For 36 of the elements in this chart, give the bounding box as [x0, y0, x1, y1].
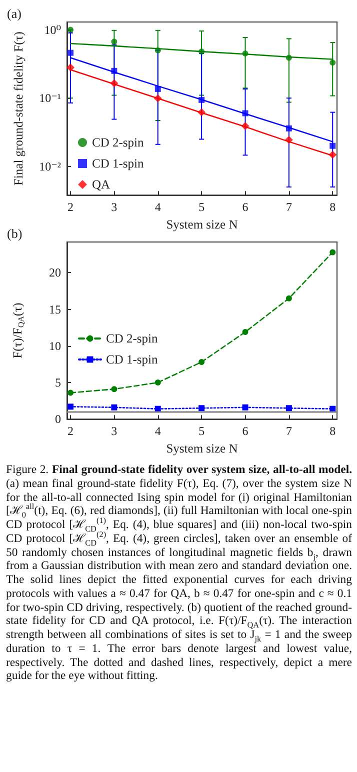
legend-label: CD 2-spin: [106, 332, 158, 346]
y-axis-title: Final ground-state fidelity F(τ): [12, 32, 26, 186]
y-tick-label: 0: [55, 412, 61, 426]
x-tick-label: 2: [67, 200, 74, 214]
x-tick-label: 8: [330, 200, 336, 214]
chart-title: (b): [7, 226, 22, 241]
y-tick-label: 15: [49, 302, 61, 316]
x-tick-label: 2: [67, 424, 74, 438]
legend-label: CD 2-spin: [92, 136, 144, 150]
x-tick-label: 5: [198, 200, 205, 214]
x-tick-label: 3: [111, 424, 118, 438]
x-tick-label: 4: [154, 424, 161, 438]
y-tick-label: 20: [49, 266, 61, 280]
y-tick-label: 10⁻²: [39, 159, 62, 174]
caption: Figure 2.: [6, 463, 49, 476]
text: (a) mean final ground-state fidelity F(τ), Eq. (7), over the system size N for the all-to-all connected Ising spin model for (i) original Hamiltonian [ℋ$_{0}$$^{all}$(t), Eq. (6), red diamonds], (ii) full Hamiltonian with local one-spin CD protocol [ℋ$_{CD}$$^{(1)}$, Eq. (4), blue squares] and (iii) non-local two-spin CD protocol [ℋ$_{CD}$$^{(2)}$, Eq. (4), green circles], taken over an ensemble of 50 randomly chosen instances of longitudinal magnetic fields b$_{j}$, drawn from a Gaussian distribution with mean zero and standard deviation one. The solid lines depict the fitted exponential curves for each driving protocols with values a ≈ 0.47 for QA, b ≈ 0.47 for one-spin and c ≈ 0.1 for two-spin CD driving, respectively. (b) quotient of the reached ground-state fidelity for CD and QA protocol, i.e. F(τ)/F$_{QA}$(τ). The interaction strength between all combinations of sites is set to J$_{jk}$ = 1 and the sweep duration to τ = 1. The error bars denote largest and lowest value, respectively. The dotted and dashed lines, respectively, depict a mere guide for the eye without fitting.: [6, 476, 352, 682]
x-tick-label: 8: [330, 424, 336, 438]
y-tick-label: 10: [49, 338, 61, 353]
x-tick-label: 6: [242, 200, 248, 214]
chart-title: (a): [7, 6, 22, 21]
x-tick-label: 7: [286, 424, 292, 438]
text: Final ground-state fidelity over system size, all-to-all model.: [52, 463, 352, 476]
x-tick-label: 4: [154, 200, 161, 214]
legend-label: CD 1-spin: [92, 156, 144, 170]
y-tick-label: 10⁰: [44, 22, 62, 37]
x-tick-label: 5: [198, 424, 205, 438]
y-axis-title: F(τ)/FQA(τ): [10, 302, 26, 358]
x-tick-label: 7: [286, 200, 292, 214]
x-tick-label: 3: [111, 200, 118, 214]
legend-label: CD 1-spin: [106, 352, 158, 366]
x-tick-label: 6: [242, 424, 248, 438]
y-tick-label: 10⁻¹: [39, 91, 62, 106]
legend-label: QA: [92, 178, 110, 192]
x-axis-title: System size N: [166, 442, 238, 456]
x-axis-title: System size N: [166, 218, 238, 232]
y-tick-label: 5: [55, 376, 61, 390]
